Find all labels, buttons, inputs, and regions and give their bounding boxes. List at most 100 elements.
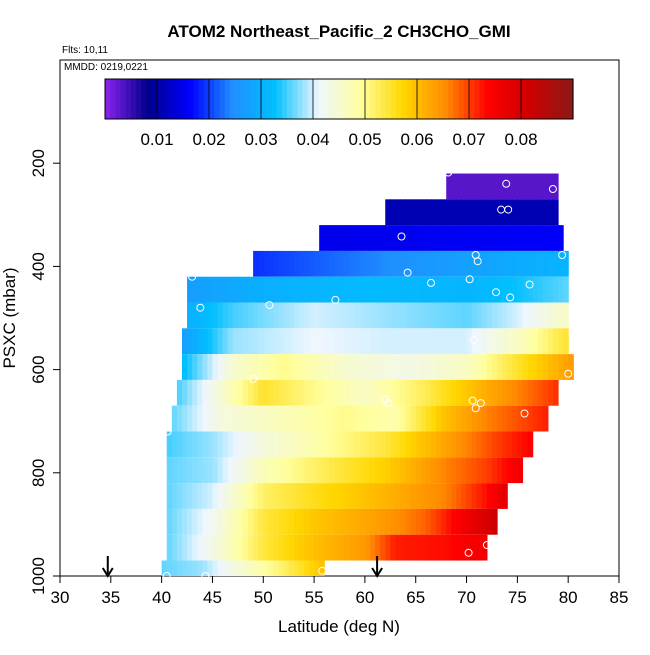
colorbar-cell [349,79,356,119]
heat-cell [481,431,488,458]
heat-cell [207,405,214,432]
colorbar-cell [209,79,215,119]
colorbar-cell [359,79,366,119]
heat-cell [471,457,478,484]
heat-cell [527,302,534,329]
heat-cell [542,173,549,200]
heat-cell [471,379,478,406]
heat-cell [227,276,234,303]
heat-cell [319,483,325,509]
heat-cell [197,457,203,484]
heat-cell [486,508,493,535]
heat-cell [491,431,498,458]
sample-point [468,396,477,405]
heat-cell [258,328,264,355]
heat-cell [471,302,478,329]
heat-cell [405,405,412,432]
heat-cell [293,379,300,406]
heat-cell [471,276,478,303]
colorbar-cell [292,79,298,119]
heat-cell [314,457,320,484]
heat-cell [344,302,351,329]
heat-cell [354,302,361,329]
heat-cell [334,302,341,329]
sample-point [397,232,406,241]
heat-cell [517,302,524,329]
heat-cell [293,302,300,329]
heat-cell [283,379,290,406]
colorbar-cell [479,79,486,119]
heat-cell [446,534,452,561]
heat-cell [197,379,203,406]
heat-cell [202,560,208,576]
heat-cell [187,534,193,561]
heat-cell [517,328,524,355]
heat-cell [192,405,198,432]
heat-cell [359,534,366,561]
heat-cell [288,483,295,509]
heat-cell [288,276,295,303]
colorbar-cell [307,79,314,119]
sample-point [196,303,205,312]
heat-cell [410,225,417,251]
heat-cell [344,225,351,251]
heat-cell [390,405,396,432]
heat-cell [202,483,208,509]
colorbar-cell [105,79,111,119]
heat-cell [436,431,442,458]
heat-cell [354,276,361,303]
heat-cell [466,328,473,355]
heat-cell [242,534,249,561]
heat-cell [339,354,346,380]
heat-cell [339,431,346,458]
heat-cell [436,328,442,355]
x-tick-label: 35 [101,588,120,607]
heat-cell [334,328,341,355]
heat-cell [476,431,483,458]
heat-cell [232,405,239,432]
heat-cell [339,302,346,329]
heat-cell [212,405,219,432]
heat-cell [456,225,463,251]
heat-cell [176,457,183,484]
heat-cell [400,225,407,251]
heat-cell [400,302,407,329]
heat-cell [537,199,544,226]
heat-cell [420,483,427,509]
heat-cell [430,508,437,535]
heat-cell [380,328,386,355]
heat-cell [425,483,432,509]
heat-cell [425,250,432,277]
heat-cell [441,457,447,484]
heat-cell [451,328,457,355]
heat-cell [248,534,254,561]
heat-cell [242,302,249,329]
heat-cell [441,354,447,380]
heat-cell [309,483,315,509]
heat-cell [507,225,513,251]
colorbar-cell [240,79,246,119]
heat-cell [314,534,320,561]
heat-cell [502,199,508,226]
heat-cell [446,199,452,226]
colorbar-cell [193,79,200,119]
heat-cell [314,328,320,355]
colorbar-cell [318,79,324,119]
heat-cell [542,354,549,380]
heat-cell [237,483,244,509]
heat-cell [197,534,203,561]
heat-cell [517,379,524,406]
heat-cell [349,302,356,329]
heat-cell [385,276,391,303]
heat-cell [461,457,468,484]
heat-cell [461,328,468,355]
heat-cell [446,225,452,251]
colorbar-cell [557,79,564,119]
heat-cell [395,354,402,380]
heat-cell [181,534,188,561]
heat-cell [405,199,412,226]
heat-cell [349,250,356,277]
heat-cell [491,483,498,509]
heat-cell [192,379,198,406]
heat-cell [558,250,564,277]
